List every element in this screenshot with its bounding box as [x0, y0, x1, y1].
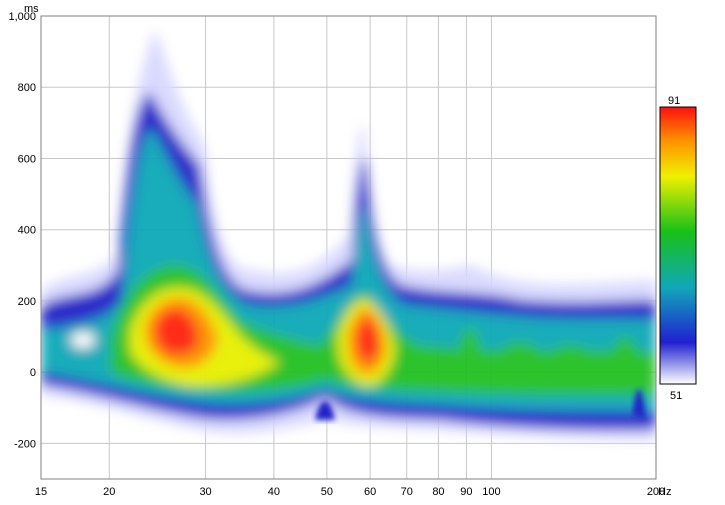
x-tick-label: 70 — [401, 486, 413, 498]
x-tick-label: 30 — [199, 486, 211, 498]
x-tick-label: 200 — [647, 486, 665, 498]
colorbar: 91 51 — [659, 95, 697, 402]
heatmap — [41, 30, 656, 440]
colorbar-min-label: 51 — [670, 390, 682, 402]
y-tick-label: 1,000 — [8, 11, 36, 23]
y-tick-label: 400 — [18, 225, 36, 237]
x-tick-label: 60 — [364, 486, 376, 498]
y-unit-label: ms — [24, 3, 39, 15]
y-tick-label: 800 — [18, 82, 36, 94]
x-tick-label: 40 — [268, 486, 280, 498]
x-tick-label: 20 — [103, 486, 115, 498]
x-tick-label: 100 — [482, 486, 500, 498]
colorbar-gradient — [659, 106, 697, 385]
y-axis: -200 0 200 400 600 800 1,000 — [8, 11, 36, 450]
x-axis: 15 20 30 40 50 60 70 80 90 100 200 — [35, 486, 665, 498]
x-tick-label: 80 — [432, 486, 444, 498]
y-tick-label: 200 — [18, 296, 36, 308]
plot-frame — [40, 15, 657, 480]
colorbar-max-label: 91 — [668, 95, 680, 107]
x-tick-label: 90 — [460, 486, 472, 498]
y-tick-label: 0 — [30, 367, 36, 379]
x-unit-label: Hz — [658, 486, 671, 498]
x-tick-label: 15 — [35, 486, 47, 498]
y-tick-label: -200 — [14, 438, 36, 450]
x-tick-label: 50 — [321, 486, 333, 498]
y-tick-label: 600 — [18, 153, 36, 165]
